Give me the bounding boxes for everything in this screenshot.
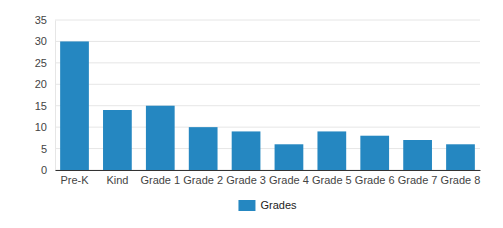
bar <box>232 131 261 170</box>
plot: 05101520253035Pre-KKindGrade 1Grade 2Gra… <box>35 14 481 186</box>
y-tick-label: 20 <box>35 78 47 90</box>
y-axis: 0 5 10 15 20 25 30 35 <box>35 14 56 176</box>
x-tick-label: Grade 2 <box>183 174 223 186</box>
bars <box>60 41 475 170</box>
y-tick: 5 <box>41 143 55 155</box>
y-tick: 35 <box>35 14 55 26</box>
bar <box>275 144 304 170</box>
x-tick: Grade 2 <box>183 170 223 186</box>
x-tick-label: Grade 8 <box>441 174 481 186</box>
y-tick: 25 <box>35 57 55 69</box>
bar <box>317 131 346 170</box>
bar <box>146 106 175 170</box>
y-tick: 10 <box>35 121 55 133</box>
x-tick-label: Kind <box>106 174 128 186</box>
x-tick: Kind <box>106 170 128 186</box>
grid-line <box>55 62 480 63</box>
x-tick-label: Grade 1 <box>140 174 180 186</box>
x-tick: Grade 5 <box>312 170 352 186</box>
x-tick: Grade 6 <box>355 170 395 186</box>
bar <box>189 127 218 170</box>
y-tick-label: 35 <box>35 14 47 26</box>
x-tick-label: Grade 3 <box>226 174 266 186</box>
grid-line <box>55 105 480 106</box>
x-axis: Pre-KKindGrade 1Grade 2Grade 3Grade 4Gra… <box>56 170 481 186</box>
grid-line <box>55 20 480 21</box>
chart: 05101520253035Pre-KKindGrade 1Grade 2Gra… <box>0 0 503 228</box>
x-tick: Grade 3 <box>226 170 266 186</box>
y-tick-label: 25 <box>35 57 47 69</box>
x-tick: Pre-K <box>60 170 89 186</box>
bar <box>60 41 89 170</box>
y-tick-label: 10 <box>35 121 47 133</box>
x-tick-label: Grade 5 <box>312 174 352 186</box>
y-tick: 0 <box>41 164 55 176</box>
grid-line <box>55 84 480 85</box>
x-tick-label: Grade 6 <box>355 174 395 186</box>
grid <box>55 20 480 170</box>
bar <box>446 144 475 170</box>
grid-line <box>55 41 480 42</box>
y-tick: 30 <box>35 35 55 47</box>
y-tick-label: 5 <box>41 143 47 155</box>
y-tick: 20 <box>35 78 55 90</box>
x-tick-label: Grade 7 <box>398 174 438 186</box>
y-tick: 15 <box>35 100 55 112</box>
bar <box>360 136 389 170</box>
x-tick: Grade 4 <box>269 170 309 186</box>
x-tick: Grade 7 <box>398 170 438 186</box>
x-tick: Grade 8 <box>441 170 481 186</box>
legend: Grades <box>238 199 297 211</box>
bar <box>103 110 132 170</box>
y-axis-line <box>55 21 56 171</box>
y-tick-label: 0 <box>41 164 47 176</box>
bar <box>403 140 432 170</box>
x-axis-line <box>56 170 481 171</box>
y-tick-label: 30 <box>35 35 47 47</box>
legend-swatch <box>238 200 255 211</box>
x-tick-label: Grade 4 <box>269 174 309 186</box>
x-tick-label: Pre-K <box>60 174 89 186</box>
legend-label: Grades <box>260 199 297 211</box>
y-tick-label: 15 <box>35 100 47 112</box>
x-tick: Grade 1 <box>140 170 180 186</box>
